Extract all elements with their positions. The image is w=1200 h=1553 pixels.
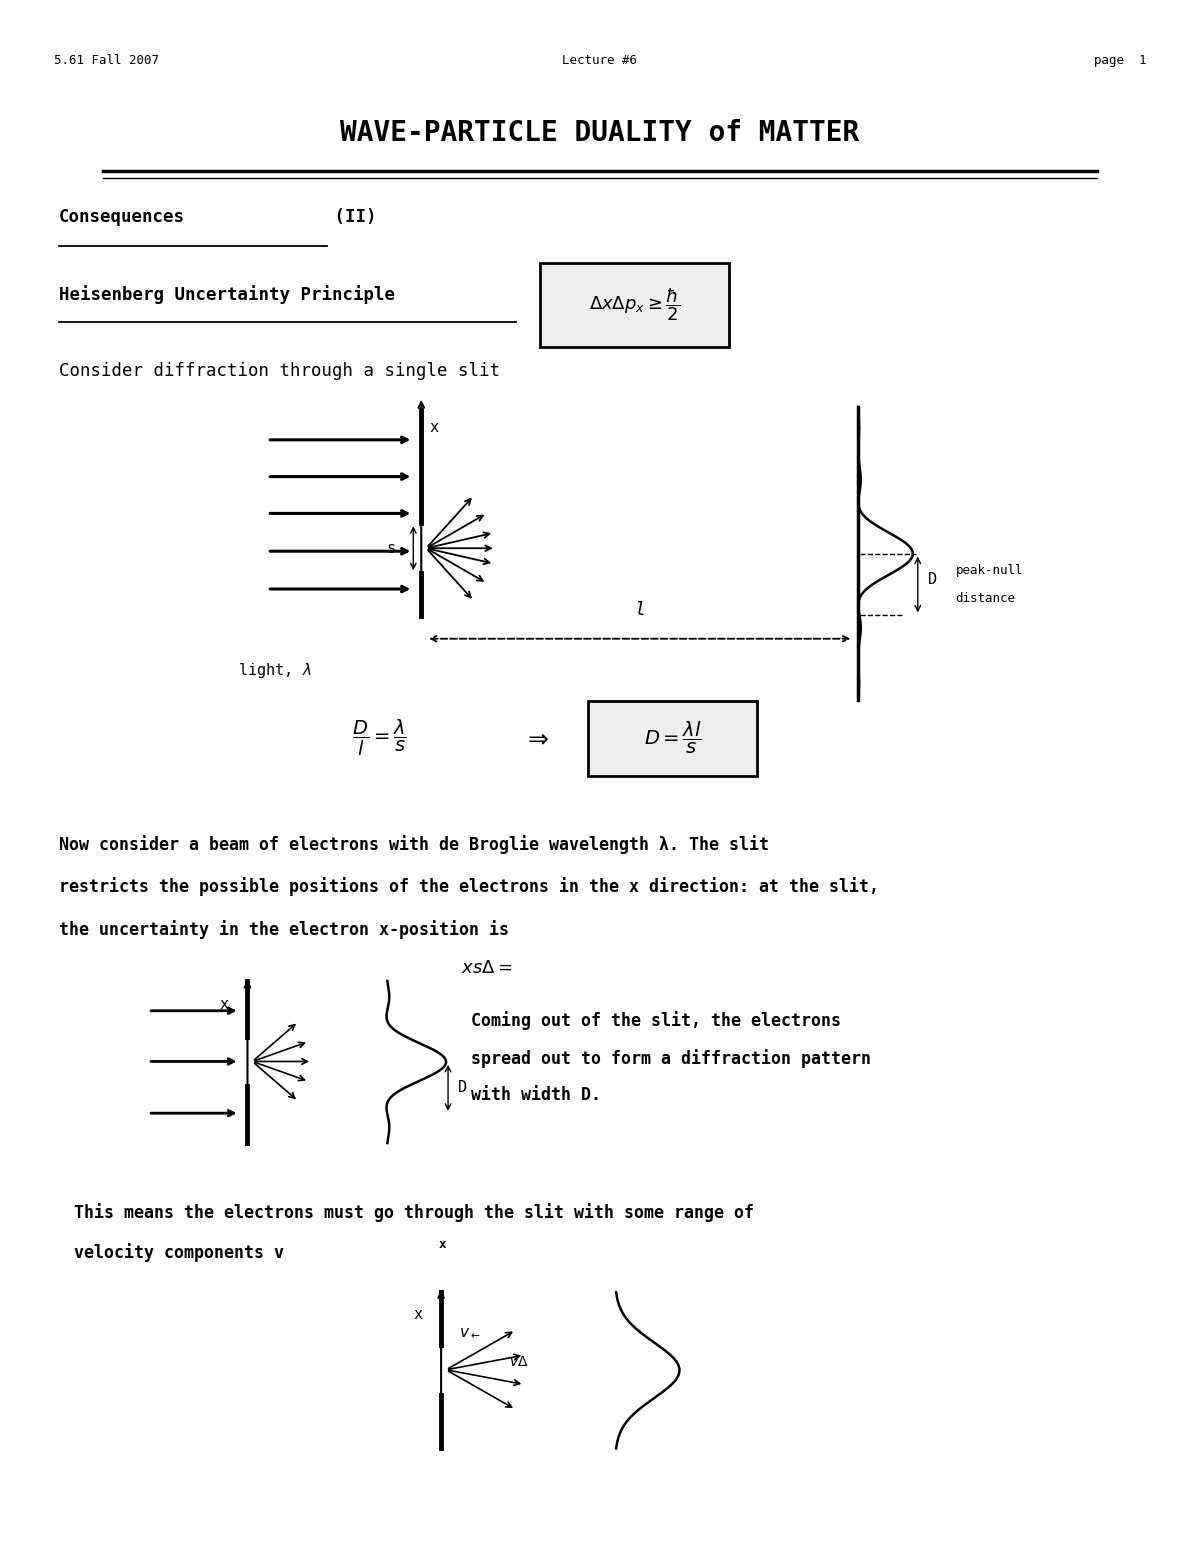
Text: This means the electrons must go through the slit with some range of: This means the electrons must go through…: [73, 1202, 754, 1222]
Text: $D = \dfrac{\lambda l}{s}$: $D = \dfrac{\lambda l}{s}$: [643, 721, 702, 756]
Text: with width D.: with width D.: [470, 1087, 601, 1104]
Text: x: x: [430, 419, 438, 435]
Text: Heisenberg Uncertainty Principle: Heisenberg Uncertainty Principle: [59, 284, 395, 304]
Text: x: x: [220, 997, 229, 1013]
Text: $v\Delta$: $v\Delta$: [509, 1354, 528, 1368]
Text: 5.61 Fall 2007: 5.61 Fall 2007: [54, 54, 158, 67]
Text: Now consider a beam of electrons with de Broglie wavelength λ. The slit: Now consider a beam of electrons with de…: [59, 834, 769, 854]
Text: $\Delta x\Delta p_x \geq \dfrac{\hbar}{2}$: $\Delta x\Delta p_x \geq \dfrac{\hbar}{2…: [589, 287, 680, 323]
Text: $v_\leftarrow$: $v_\leftarrow$: [458, 1325, 480, 1340]
Text: Consider diffraction through a single slit: Consider diffraction through a single sl…: [59, 362, 499, 380]
Text: x: x: [413, 1308, 422, 1322]
Text: peak-null: peak-null: [955, 564, 1024, 578]
Text: $xs\Delta =$: $xs\Delta =$: [461, 960, 512, 977]
Text: $\Rightarrow$: $\Rightarrow$: [522, 727, 550, 750]
Text: D: D: [928, 572, 937, 587]
Text: l: l: [635, 601, 646, 618]
Bar: [540, 262, 730, 348]
Text: Consequences: Consequences: [59, 208, 185, 227]
Text: Coming out of the slit, the electrons: Coming out of the slit, the electrons: [470, 1011, 841, 1030]
Text: s: s: [386, 540, 396, 556]
Bar: [588, 700, 757, 775]
Text: restricts the possible positions of the electrons in the x direction: at the sli: restricts the possible positions of the …: [59, 877, 878, 896]
Text: velocity components v: velocity components v: [73, 1244, 283, 1263]
Text: WAVE-PARTICLE DUALITY of MATTER: WAVE-PARTICLE DUALITY of MATTER: [341, 118, 859, 146]
Text: distance: distance: [955, 592, 1015, 606]
Text: $\dfrac{D}{l} = \dfrac{\lambda}{s}$: $\dfrac{D}{l} = \dfrac{\lambda}{s}$: [352, 717, 407, 758]
Text: D: D: [458, 1081, 467, 1095]
Text: light, $\lambda$: light, $\lambda$: [238, 660, 311, 680]
Text: the uncertainty in the electron x-position is: the uncertainty in the electron x-positi…: [59, 921, 509, 940]
Text: page  1: page 1: [1093, 54, 1146, 67]
Text: spread out to form a diffraction pattern: spread out to form a diffraction pattern: [470, 1048, 871, 1067]
Text: (II): (II): [324, 208, 377, 227]
Text: Lecture #6: Lecture #6: [563, 54, 637, 67]
Text: x: x: [439, 1238, 446, 1250]
